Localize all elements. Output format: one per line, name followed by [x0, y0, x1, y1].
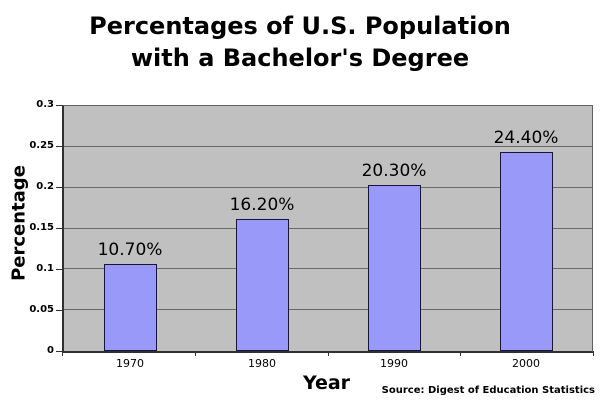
- y-tick-mark: [56, 105, 62, 106]
- bar-value-label: 16.20%: [229, 194, 295, 215]
- y-tick-mark: [56, 351, 62, 352]
- x-tick-mark: [327, 351, 329, 356]
- y-tick-label: 0.15: [29, 222, 54, 233]
- x-tick-label: 1990: [380, 357, 408, 370]
- source-note: Source: Digest of Education Statistics: [381, 385, 595, 396]
- x-tick-label: 1970: [116, 357, 144, 370]
- bar-1990: [367, 185, 421, 351]
- x-tick-mark: [460, 351, 462, 356]
- bar-value-label: 24.40%: [493, 127, 559, 148]
- gridline: [64, 227, 592, 229]
- gridline: [64, 186, 592, 188]
- y-tick-mark: [56, 187, 62, 188]
- plot-area: [62, 105, 593, 353]
- bar-1970: [103, 263, 157, 351]
- y-tick-mark: [56, 146, 62, 147]
- chart-title-line1: Percentages of U.S. Population: [89, 12, 511, 40]
- y-tick-label: 0.3: [36, 99, 54, 110]
- bar-1980: [235, 218, 289, 351]
- y-tick-mark: [56, 310, 62, 311]
- y-tick-label: 0.2: [36, 181, 54, 192]
- y-tick-label: 0.05: [29, 304, 54, 315]
- bar-value-label: 20.30%: [361, 161, 427, 182]
- gridline: [64, 309, 592, 311]
- x-axis-title: Year: [302, 372, 351, 394]
- x-tick-mark: [593, 351, 594, 356]
- y-tick-label: 0: [47, 345, 54, 356]
- x-tick-label: 1980: [248, 357, 276, 370]
- y-tick-label: 0.1: [36, 263, 54, 274]
- gridline: [64, 268, 592, 270]
- y-tick-mark: [56, 269, 62, 270]
- chart-title: Percentages of U.S. Population with a Ba…: [0, 10, 600, 74]
- bar-2000: [499, 151, 553, 351]
- x-tick-mark: [194, 351, 196, 356]
- y-tick-mark: [56, 228, 62, 229]
- gridline: [64, 145, 592, 147]
- chart-title-line2: with a Bachelor's Degree: [130, 44, 470, 72]
- x-tick-mark: [62, 351, 63, 356]
- x-tick-label: 2000: [512, 357, 540, 370]
- bar-value-label: 10.70%: [97, 239, 163, 260]
- y-tick-label: 0.25: [29, 140, 54, 151]
